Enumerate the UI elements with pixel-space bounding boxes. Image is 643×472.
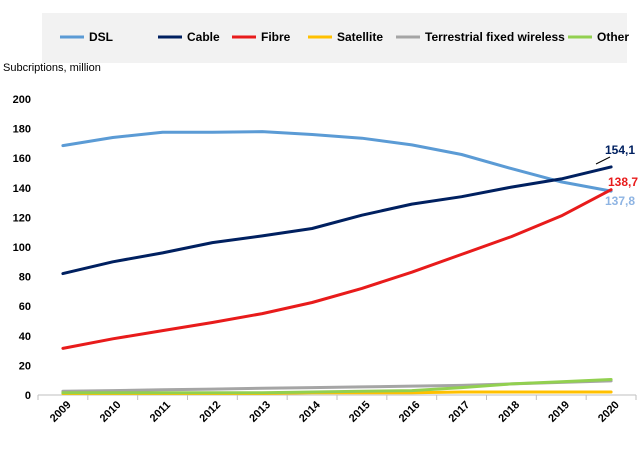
y-tick-label: 20 (19, 360, 31, 372)
series-line-cable (61, 165, 613, 276)
end-labels: 137,8 154,1 138,7 (595, 143, 638, 208)
y-tick-label: 80 (19, 272, 31, 284)
end-label-fibre: 138,7 (608, 175, 638, 189)
series-line-fibre (61, 188, 613, 350)
y-tick-label: 40 (19, 331, 31, 343)
legend-label: Other (597, 30, 629, 44)
y-tick-label: 140 (13, 183, 31, 195)
y-tick-label: 0 (25, 390, 31, 402)
x-tick-label: 2020 (596, 399, 622, 425)
y-tick-label: 160 (13, 153, 31, 165)
end-label-dsl: 137,8 (605, 194, 635, 208)
x-tick-label: 2010 (98, 399, 124, 425)
x-tick-label: 2011 (148, 399, 173, 424)
x-tick-label: 2013 (247, 399, 273, 425)
legend-label: Fibre (261, 30, 291, 44)
x-tick-label: 2017 (447, 399, 473, 425)
legend-label: Satellite (337, 30, 383, 44)
x-tick-label: 2014 (297, 398, 323, 424)
y-tick-label: 200 (13, 94, 31, 106)
legend-items: DSL Cable Fibre Satellite Terrestrial fixed … (60, 30, 629, 44)
y-axis-label: Subcriptions, million (3, 62, 101, 74)
end-label-cable: 154,1 (605, 143, 635, 157)
x-tick-label: 2016 (397, 399, 423, 425)
y-tick-label: 180 (13, 124, 31, 136)
x-tick-label: 2019 (546, 399, 572, 425)
axes: 0 20 40 60 80 100 120 140 160 180 200 2009 2010 2011 2… (13, 94, 637, 425)
legend (42, 13, 627, 63)
series-line-dsl (61, 130, 613, 193)
x-tick-label: 2015 (347, 399, 373, 425)
y-tick-label: 60 (19, 301, 31, 313)
y-tick-label: 100 (13, 242, 31, 254)
x-tick-label: 2012 (197, 399, 223, 425)
series-line-other (61, 378, 613, 395)
legend-label: DSL (89, 30, 113, 44)
x-tick-label: 2018 (496, 399, 522, 425)
x-tick-label: 2009 (48, 399, 74, 425)
legend-label: Cable (187, 30, 220, 44)
y-tick-label: 120 (13, 212, 31, 224)
end-label-leader (595, 156, 611, 165)
legend-label: Terrestrial fixed wireless (425, 30, 565, 44)
series-lines (61, 130, 613, 395)
